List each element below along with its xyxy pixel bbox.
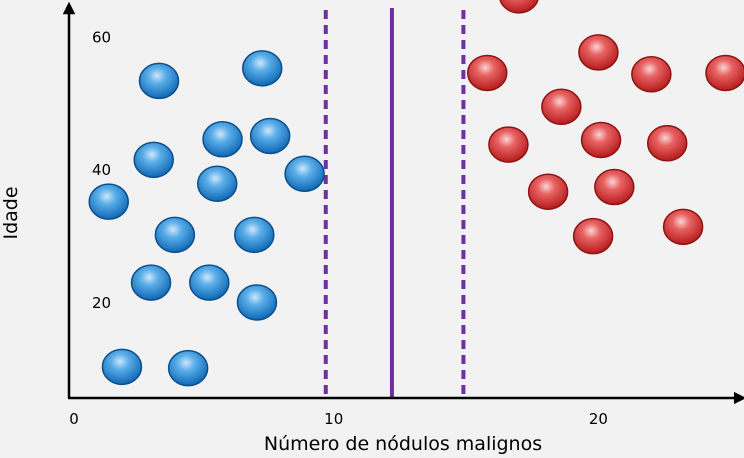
red-point — [662, 208, 704, 246]
red-point — [488, 126, 529, 163]
y-tick-label: 60 — [92, 28, 111, 46]
x-tick-label: 10 — [324, 410, 343, 428]
red-point — [527, 173, 569, 210]
red-point — [580, 121, 622, 159]
red-point — [705, 54, 744, 92]
blue-point — [88, 183, 129, 220]
x-axis-title: Número de nódulos malignos — [264, 433, 542, 455]
red-point — [466, 54, 508, 92]
red-point — [578, 34, 619, 71]
tick-labels: 0 10 20 20 40 60 — [69, 28, 608, 428]
data-points — [88, 0, 744, 387]
y-tick-label: 20 — [92, 294, 111, 312]
y-tick-label: 40 — [92, 161, 111, 179]
blue-point — [196, 165, 238, 202]
red-point — [594, 168, 635, 206]
y-axis-title: Idade — [0, 186, 22, 239]
red-point — [499, 0, 539, 14]
blue-point — [189, 264, 230, 301]
blue-point — [138, 62, 180, 100]
blue-point — [234, 216, 275, 254]
x-tick-label: 0 — [69, 410, 79, 428]
blue-point — [154, 216, 196, 254]
blue-point — [167, 349, 209, 387]
red-point — [631, 56, 672, 93]
red-point — [572, 217, 614, 255]
blue-point — [133, 141, 174, 179]
blue-point — [236, 284, 278, 321]
red-point — [646, 125, 688, 162]
blue-point — [249, 117, 291, 155]
blue-point — [130, 264, 172, 301]
blue-point — [284, 155, 325, 193]
x-tick-label: 20 — [589, 410, 608, 428]
red-point — [541, 88, 582, 126]
boundary-lines — [323, 8, 466, 398]
blue-point — [241, 50, 283, 87]
blue-point — [202, 121, 243, 158]
blue-point — [101, 348, 143, 386]
